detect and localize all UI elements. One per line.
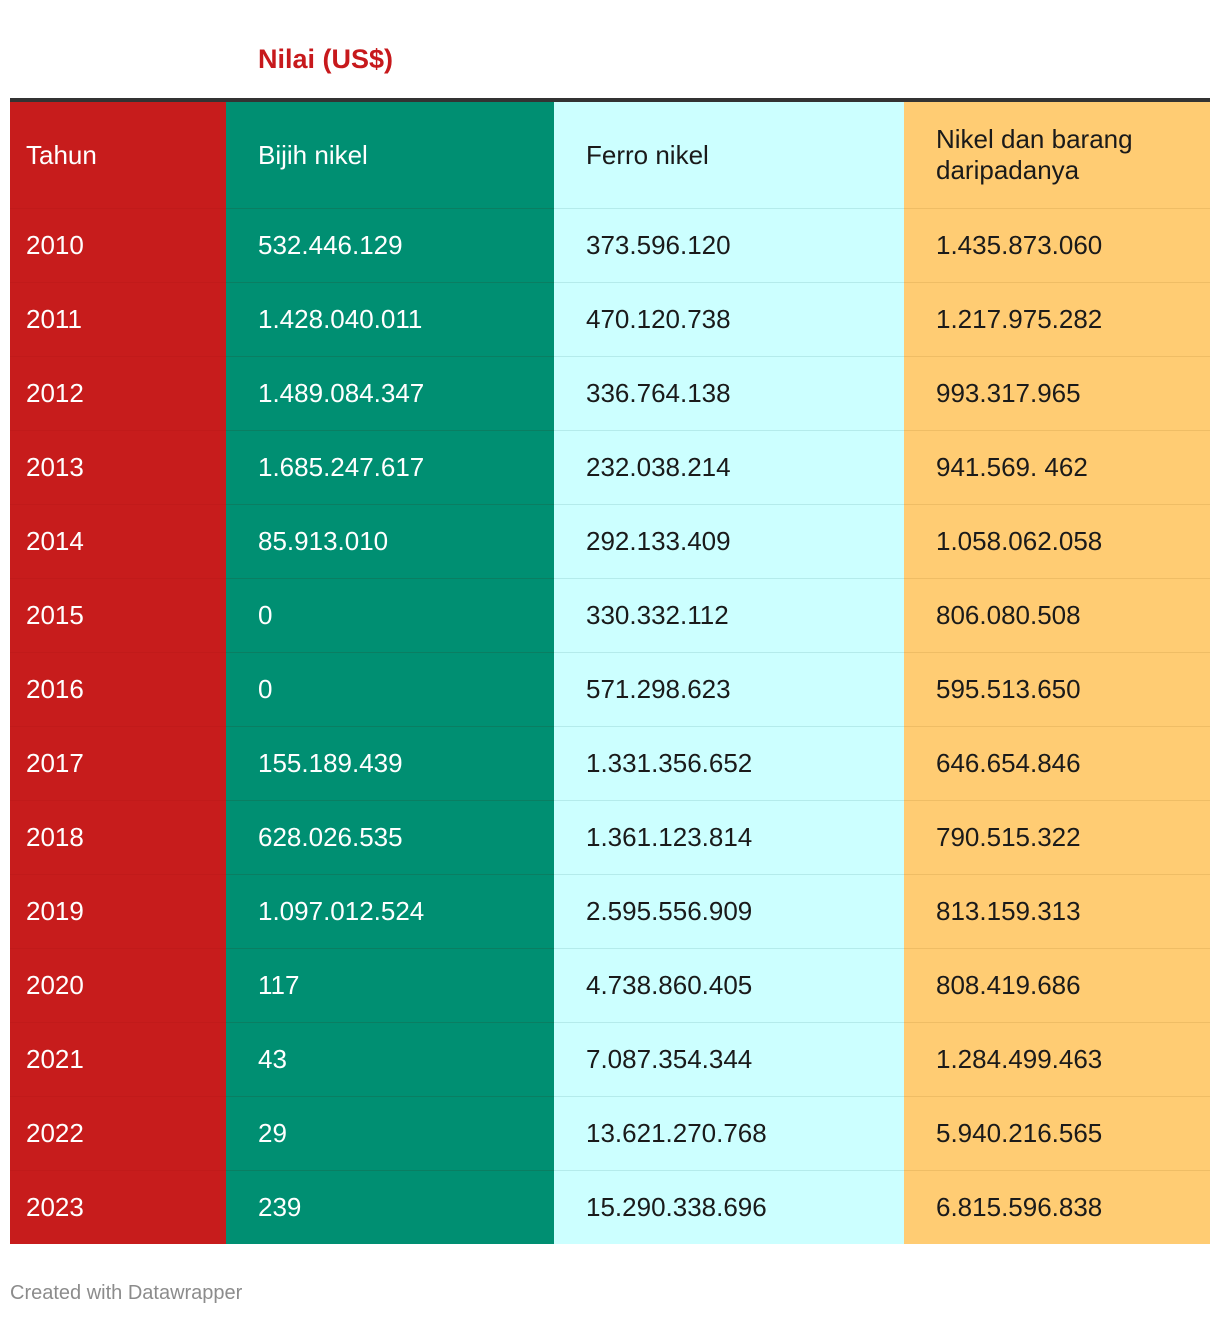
cell-tahun: 2013 xyxy=(10,430,226,504)
table-row: 2011 1.428.040.011 470.120.738 1.217.975.28… xyxy=(10,282,1210,356)
cell-nikel-dan-barang: 790.515.322 xyxy=(904,800,1210,874)
table-row: 2012 1.489.084.347 336.764.138 993.317.965 xyxy=(10,356,1210,430)
header-tahun: Tahun xyxy=(10,102,226,208)
cell-bijih-nikel: 1.097.012.524 xyxy=(226,874,554,948)
cell-tahun: 2017 xyxy=(10,726,226,800)
cell-bijih-nikel: 29 xyxy=(226,1096,554,1170)
cell-bijih-nikel: 0 xyxy=(226,652,554,726)
cell-tahun: 2020 xyxy=(10,948,226,1022)
cell-tahun: 2014 xyxy=(10,504,226,578)
header-nikel-dan-barang: Nikel dan barang daripadanya xyxy=(904,102,1210,208)
cell-bijih-nikel: 1.489.084.347 xyxy=(226,356,554,430)
cell-bijih-nikel: 155.189.439 xyxy=(226,726,554,800)
cell-nikel-dan-barang: 1.058.062.058 xyxy=(904,504,1210,578)
table-row: 2020 117 4.738.860.405 808.419.686 xyxy=(10,948,1210,1022)
cell-nikel-dan-barang: 993.317.965 xyxy=(904,356,1210,430)
cell-tahun: 2023 xyxy=(10,1170,226,1244)
table-row: 2017 155.189.439 1.331.356.652 646.654.846 xyxy=(10,726,1210,800)
cell-ferro-nikel: 2.595.556.909 xyxy=(554,874,904,948)
cell-nikel-dan-barang: 1.435.873.060 xyxy=(904,208,1210,282)
cell-bijih-nikel: 1.685.247.617 xyxy=(226,430,554,504)
cell-bijih-nikel: 1.428.040.011 xyxy=(226,282,554,356)
header-ferro-nikel: Ferro nikel xyxy=(554,102,904,208)
cell-tahun: 2021 xyxy=(10,1022,226,1096)
cell-ferro-nikel: 15.290.338.696 xyxy=(554,1170,904,1244)
table-header-row: Tahun Bijih nikel Ferro nikel Nikel dan … xyxy=(10,102,1210,208)
cell-nikel-dan-barang: 813.159.313 xyxy=(904,874,1210,948)
cell-nikel-dan-barang: 808.419.686 xyxy=(904,948,1210,1022)
table-row: 2018 628.026.535 1.361.123.814 790.515.322 xyxy=(10,800,1210,874)
cell-ferro-nikel: 232.038.214 xyxy=(554,430,904,504)
table-row: 2022 29 13.621.270.768 5.940.216.565 xyxy=(10,1096,1210,1170)
table-title: Nilai (US$) xyxy=(258,44,394,74)
cell-tahun: 2018 xyxy=(10,800,226,874)
table-row: 2013 1.685.247.617 232.038.214 941.569. 462 xyxy=(10,430,1210,504)
table-row: 2019 1.097.012.524 2.595.556.909 813.159.31… xyxy=(10,874,1210,948)
cell-tahun: 2019 xyxy=(10,874,226,948)
cell-ferro-nikel: 373.596.120 xyxy=(554,208,904,282)
cell-ferro-nikel: 1.331.356.652 xyxy=(554,726,904,800)
table-body: 2010 532.446.129 373.596.120 1.435.873.060 2… xyxy=(10,208,1210,1244)
cell-ferro-nikel: 1.361.123.814 xyxy=(554,800,904,874)
cell-nikel-dan-barang: 6.815.596.838 xyxy=(904,1170,1210,1244)
table-row: 2021 43 7.087.354.344 1.284.499.463 xyxy=(10,1022,1210,1096)
table-row: 2010 532.446.129 373.596.120 1.435.873.060 xyxy=(10,208,1210,282)
cell-nikel-dan-barang: 806.080.508 xyxy=(904,578,1210,652)
cell-nikel-dan-barang: 5.940.216.565 xyxy=(904,1096,1210,1170)
cell-bijih-nikel: 628.026.535 xyxy=(226,800,554,874)
cell-ferro-nikel: 470.120.738 xyxy=(554,282,904,356)
cell-bijih-nikel: 532.446.129 xyxy=(226,208,554,282)
cell-tahun: 2011 xyxy=(10,282,226,356)
table-row: 2023 239 15.290.338.696 6.815.596.838 xyxy=(10,1170,1210,1244)
cell-tahun: 2022 xyxy=(10,1096,226,1170)
cell-bijih-nikel: 43 xyxy=(226,1022,554,1096)
cell-ferro-nikel: 292.133.409 xyxy=(554,504,904,578)
footer-credit: Created with Datawrapper xyxy=(10,1282,243,1304)
cell-ferro-nikel: 330.332.112 xyxy=(554,578,904,652)
cell-bijih-nikel: 85.913.010 xyxy=(226,504,554,578)
header-bijih-nikel: Bijih nikel xyxy=(226,102,554,208)
table-row: 2014 85.913.010 292.133.409 1.058.062.058 xyxy=(10,504,1210,578)
data-table: Tahun Bijih nikel Ferro nikel Nikel dan … xyxy=(10,98,1210,1244)
cell-bijih-nikel: 0 xyxy=(226,578,554,652)
cell-nikel-dan-barang: 1.284.499.463 xyxy=(904,1022,1210,1096)
cell-ferro-nikel: 13.621.270.768 xyxy=(554,1096,904,1170)
cell-tahun: 2016 xyxy=(10,652,226,726)
cell-ferro-nikel: 7.087.354.344 xyxy=(554,1022,904,1096)
cell-nikel-dan-barang: 1.217.975.282 xyxy=(904,282,1210,356)
cell-tahun: 2010 xyxy=(10,208,226,282)
cell-nikel-dan-barang: 941.569. 462 xyxy=(904,430,1210,504)
cell-ferro-nikel: 571.298.623 xyxy=(554,652,904,726)
cell-tahun: 2012 xyxy=(10,356,226,430)
table-row: 2016 0 571.298.623 595.513.650 xyxy=(10,652,1210,726)
cell-nikel-dan-barang: 646.654.846 xyxy=(904,726,1210,800)
cell-bijih-nikel: 117 xyxy=(226,948,554,1022)
cell-ferro-nikel: 336.764.138 xyxy=(554,356,904,430)
table-top-rule xyxy=(10,98,1210,102)
cell-tahun: 2015 xyxy=(10,578,226,652)
table-row: 2015 0 330.332.112 806.080.508 xyxy=(10,578,1210,652)
cell-bijih-nikel: 239 xyxy=(226,1170,554,1244)
cell-ferro-nikel: 4.738.860.405 xyxy=(554,948,904,1022)
cell-nikel-dan-barang: 595.513.650 xyxy=(904,652,1210,726)
